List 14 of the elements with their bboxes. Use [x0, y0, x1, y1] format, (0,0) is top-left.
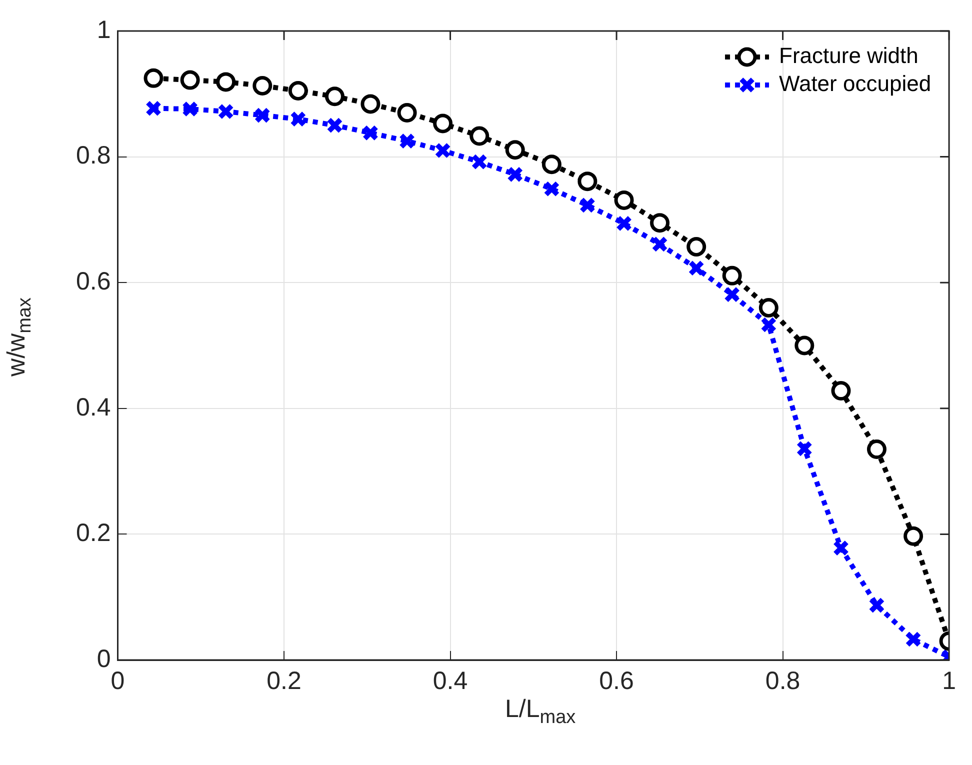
x-tick-label: 0.6 [599, 666, 634, 695]
x-tick-label: 0.2 [266, 666, 302, 695]
legend-label: Water occupied [779, 71, 932, 96]
legend-label: Fracture width [779, 43, 918, 68]
y-tick-label: 0.4 [76, 393, 111, 422]
y-tick-label: 1 [96, 16, 111, 44]
x-axis-title: L/L$_{max}$ [505, 695, 576, 729]
x-tick-label: 0.4 [432, 666, 468, 695]
x-tick-label: 0.8 [765, 666, 800, 695]
y-tick-label: 0 [96, 644, 111, 673]
y-tick-label: 0.2 [76, 519, 111, 548]
y-tick-label: 0.6 [76, 267, 111, 296]
y-tick-label: 0.8 [76, 142, 111, 170]
x-tick-label: 1 [942, 666, 956, 695]
